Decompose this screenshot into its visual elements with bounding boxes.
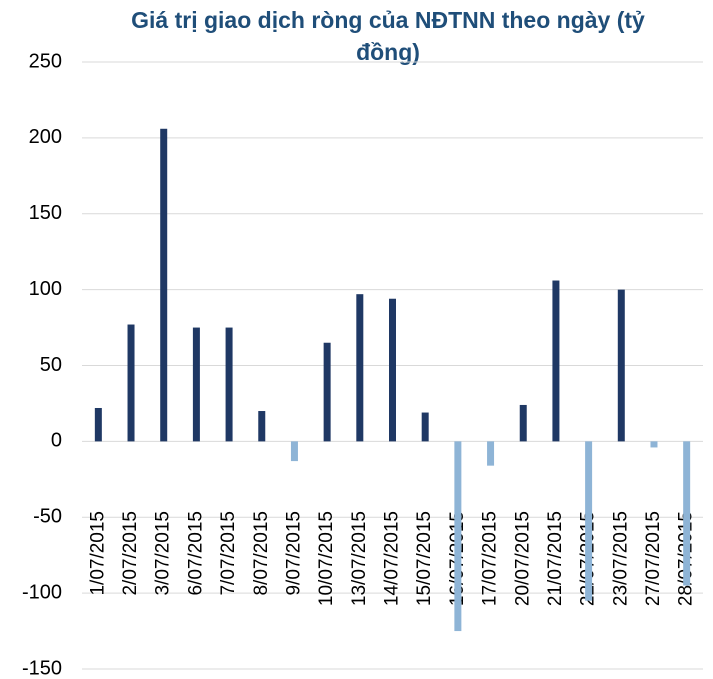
y-tick-label: 250 [29, 50, 62, 72]
bar [585, 441, 593, 601]
bar [552, 280, 560, 442]
x-tick-label: 17/07/2015 [480, 511, 501, 606]
x-tick-label: 8/07/2015 [251, 511, 272, 596]
y-tick-label: 200 [29, 126, 62, 148]
x-tick-label: 23/07/2015 [610, 511, 631, 606]
x-tick-label: 7/07/2015 [218, 511, 239, 596]
y-tick-label: 100 [29, 278, 62, 300]
bar [127, 324, 135, 442]
y-tick-label: -50 [33, 506, 62, 528]
bar [519, 404, 527, 442]
bar [160, 128, 168, 442]
bar [290, 441, 298, 462]
y-tick-label: 50 [40, 354, 62, 376]
x-tick-label: 21/07/2015 [545, 511, 566, 606]
chart-title: Giá trị giao dịch ròng của NĐTNN theo ng… [131, 7, 645, 65]
x-tick-label: 13/07/2015 [349, 511, 370, 606]
bar [225, 327, 233, 442]
bar [94, 407, 102, 442]
bar [683, 441, 691, 586]
bar [323, 342, 331, 442]
x-tick-label: 27/07/2015 [643, 511, 664, 606]
bar [192, 327, 200, 442]
x-tick-label: 10/07/2015 [316, 511, 337, 606]
x-tick-label: 9/07/2015 [283, 511, 304, 596]
x-tick-label: 3/07/2015 [153, 511, 174, 596]
x-tick-label: 20/07/2015 [512, 511, 533, 606]
bar [650, 441, 658, 448]
x-tick-label: 14/07/2015 [382, 511, 403, 606]
y-tick-label: -150 [22, 657, 62, 679]
y-tick-label: -100 [22, 581, 62, 603]
x-tick-label: 2/07/2015 [120, 511, 141, 596]
x-tick-label: 1/07/2015 [87, 511, 108, 596]
bar [454, 441, 462, 632]
y-tick-label: 150 [29, 202, 62, 224]
bar [421, 412, 429, 442]
bar [389, 298, 396, 442]
x-tick-label: 15/07/2015 [414, 511, 435, 606]
x-tick-label: 6/07/2015 [185, 511, 206, 596]
bar [356, 294, 364, 442]
bar [617, 289, 625, 442]
bar [258, 411, 266, 442]
bar [487, 441, 495, 466]
y-tick-label: 0 [51, 430, 62, 452]
